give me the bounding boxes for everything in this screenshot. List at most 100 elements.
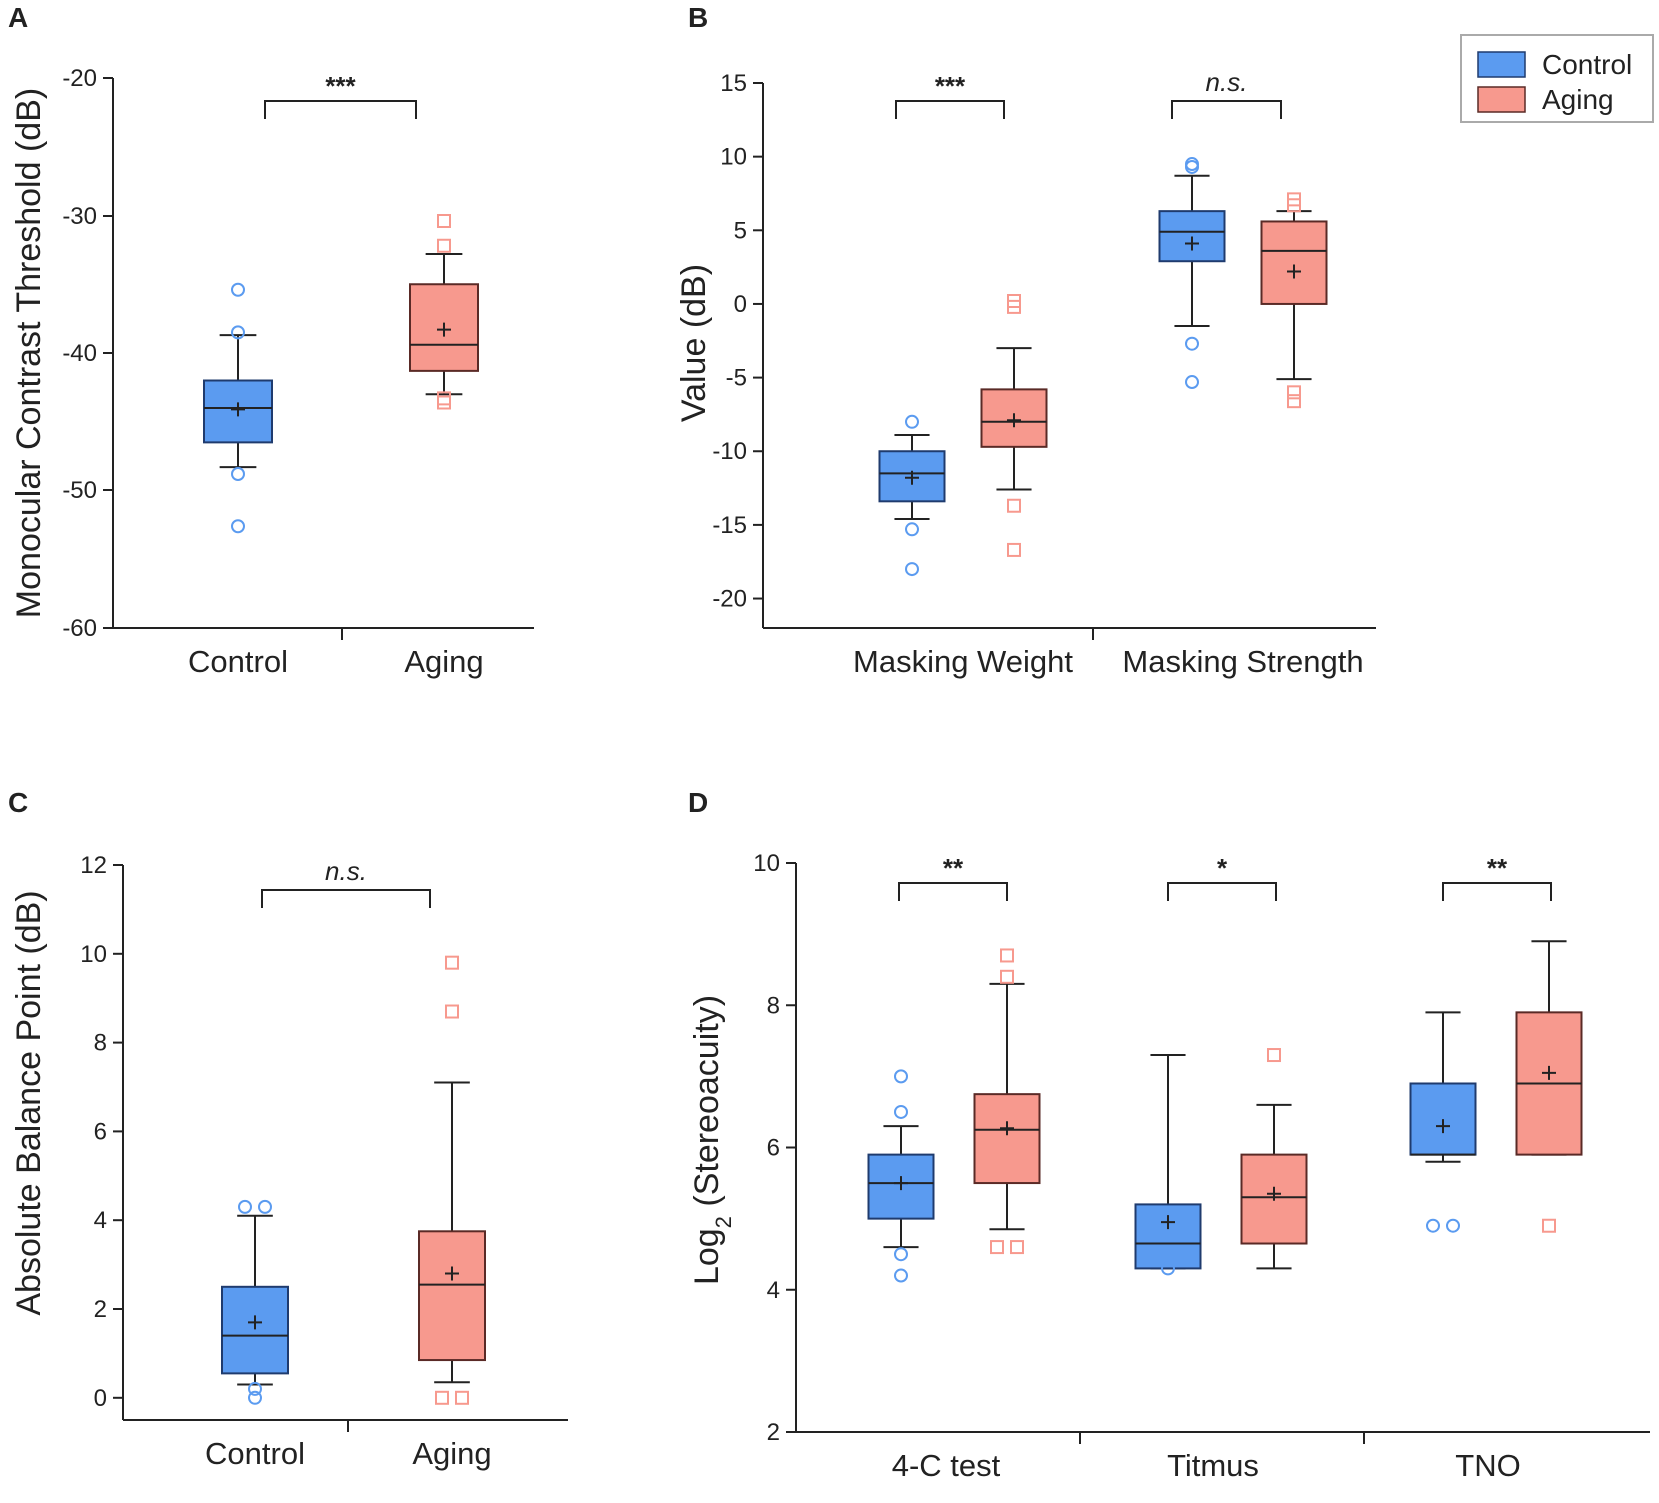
legend-label-control: Control xyxy=(1542,49,1632,80)
significance-label: *** xyxy=(935,71,966,101)
panel-label: A xyxy=(8,2,28,33)
x-category-label: Masking Weight xyxy=(853,644,1073,679)
outlier-point xyxy=(231,467,245,481)
y-tick-label: 4 xyxy=(767,1277,780,1304)
y-tick-label: -40 xyxy=(62,340,97,367)
legend-swatch-aging xyxy=(1477,86,1526,113)
y-axis-label: Monocular Contrast Threshold (dB) xyxy=(10,88,48,618)
outlier-point xyxy=(231,519,245,534)
y-tick-label: 6 xyxy=(94,1118,107,1145)
outlier-point xyxy=(258,1199,272,1214)
y-axis-label-text: Value (dB) xyxy=(675,264,713,422)
y-tick-label: 2 xyxy=(767,1419,780,1446)
outlier-point xyxy=(1185,336,1199,351)
mean-marker xyxy=(1436,1119,1450,1134)
y-tick-label: 12 xyxy=(80,852,107,879)
mean-marker xyxy=(437,322,451,337)
y-tick-label: 8 xyxy=(94,1030,107,1057)
outlier-point xyxy=(894,1268,908,1283)
outlier-point xyxy=(238,1199,252,1214)
box-iqr xyxy=(221,1285,289,1375)
significance-bracket xyxy=(261,889,431,908)
y-tick-label: -20 xyxy=(712,586,747,613)
box-aging xyxy=(418,955,486,1405)
outlier-point xyxy=(894,1069,908,1084)
box-iqr xyxy=(1409,1082,1477,1156)
panel-label: C xyxy=(8,787,28,818)
y-tick-label: 10 xyxy=(753,850,780,877)
outlier-point xyxy=(894,1247,908,1262)
y-tick-label: 0 xyxy=(94,1385,107,1412)
significance-bracket xyxy=(895,100,1005,119)
y-tick-label: 2 xyxy=(94,1296,107,1323)
mean-marker xyxy=(1000,1121,1014,1136)
mean-marker xyxy=(1267,1186,1281,1201)
legend-label-aging: Aging xyxy=(1542,84,1614,115)
mean-marker xyxy=(905,470,919,485)
box-aging xyxy=(973,948,1041,1255)
outlier-point xyxy=(445,955,459,970)
mean-marker xyxy=(248,1315,262,1330)
mean-marker xyxy=(445,1266,459,1281)
y-tick-label: -10 xyxy=(712,438,747,465)
box-aging xyxy=(1260,192,1328,409)
box-aging xyxy=(1515,940,1583,1233)
outlier-point xyxy=(437,391,451,406)
y-tick-label: -15 xyxy=(712,512,747,539)
y-axis-label: Log2 (Stereoacuity) xyxy=(688,995,736,1285)
outlier-point xyxy=(248,1381,262,1396)
y-axis-label: Absolute Balance Point (dB) xyxy=(10,890,48,1315)
outlier-point xyxy=(455,1390,469,1405)
x-category-label: Aging xyxy=(412,1436,491,1471)
significance-bracket xyxy=(1171,100,1282,119)
y-tick-label: -30 xyxy=(62,203,97,230)
y-axis-label-text: Log xyxy=(688,1228,726,1285)
outlier-point xyxy=(435,1390,449,1405)
mean-marker xyxy=(1287,264,1301,279)
y-axis-label: Value (dB) xyxy=(675,264,713,422)
outlier-point xyxy=(445,1004,459,1019)
box-aging xyxy=(1240,1048,1308,1270)
outlier-point xyxy=(1000,948,1014,963)
box-control xyxy=(878,414,946,577)
outlier-point xyxy=(905,562,919,577)
significance-label: n.s. xyxy=(1206,67,1248,97)
significance-label: ** xyxy=(1487,853,1508,883)
mean-marker xyxy=(1185,236,1199,251)
box-iqr xyxy=(973,1093,1041,1185)
box-aging xyxy=(980,294,1048,557)
outlier-point xyxy=(1161,1261,1175,1276)
panel-label: D xyxy=(688,787,708,818)
significance-bracket xyxy=(898,882,1008,901)
significance-bracket xyxy=(264,100,417,119)
panel-A: A -60 -50 -40 -30 -20 Monocular Contrast Thres… xyxy=(8,2,534,679)
mean-marker xyxy=(1161,1215,1175,1230)
mean-marker xyxy=(1542,1065,1556,1080)
y-tick-label: -5 xyxy=(726,365,747,392)
y-tick-label: -60 xyxy=(62,615,97,642)
box-iqr xyxy=(1158,210,1226,263)
y-tick-label: 8 xyxy=(767,992,780,1019)
x-category-label: Control xyxy=(188,644,288,679)
panel-C: C 0 2 4 6 8 10 12 Absolute Balance Point (dB) Con… xyxy=(8,787,568,1471)
y-tick-label: 10 xyxy=(720,144,747,171)
outlier-point xyxy=(437,214,451,228)
outlier-point xyxy=(990,1240,1004,1255)
x-category-label: Masking Strength xyxy=(1122,644,1363,679)
y-tick-label: 10 xyxy=(80,941,107,968)
significance-label: ** xyxy=(943,853,964,883)
box-control xyxy=(1134,1054,1202,1276)
box-control xyxy=(203,282,273,534)
outlier-point xyxy=(1007,294,1021,308)
outlier-point xyxy=(1446,1218,1460,1233)
box-control xyxy=(1409,1011,1477,1233)
y-tick-label: -20 xyxy=(62,65,97,92)
legend: Control Aging xyxy=(1460,34,1654,123)
panel-label: B xyxy=(688,2,708,33)
outlier-point xyxy=(1000,969,1014,984)
significance-label: * xyxy=(1217,853,1228,883)
outlier-point xyxy=(905,414,919,429)
outlier-point xyxy=(1287,394,1301,409)
outlier-point xyxy=(437,395,451,410)
